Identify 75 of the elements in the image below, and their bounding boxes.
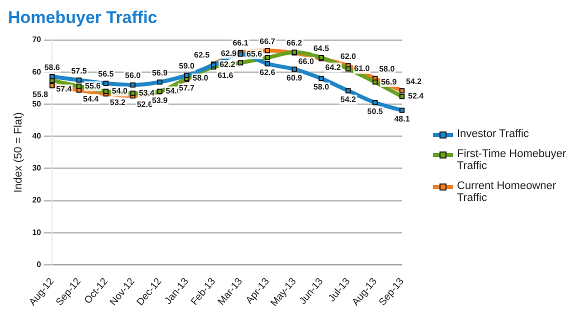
data-label: 56.9 [152, 68, 168, 78]
data-label: 61.6 [218, 71, 234, 80]
y-tick-label: 70 [32, 35, 42, 44]
data-label: 55.6 [85, 81, 102, 90]
legend-label: Current Homeowner Traffic [457, 180, 558, 204]
point [399, 88, 405, 94]
data-label: 58.0 [313, 82, 330, 92]
data-label: 53.2 [110, 98, 126, 108]
data-label: 62.0 [340, 52, 357, 61]
y-tick-label: 0 [36, 260, 42, 269]
data-label: 48.1 [394, 114, 410, 124]
data-label: 58.0 [192, 74, 209, 83]
data-label: 66.2 [286, 38, 303, 48]
data-label: 64.2 [325, 62, 342, 72]
data-label: 62.2 [220, 60, 236, 70]
chart-title: Homebuyer Traffic [8, 8, 158, 29]
point [103, 80, 109, 86]
point [130, 90, 136, 96]
data-label: 56.5 [98, 70, 114, 79]
y-tick-label: 40 [32, 132, 42, 141]
data-label: 54.4 [83, 94, 100, 104]
data-label: 56.0 [125, 71, 142, 80]
data-label: 58.6 [44, 62, 60, 72]
data-label: 66.0 [298, 57, 314, 66]
data-label: 65.6 [246, 49, 263, 58]
data-label: 57.5 [71, 66, 88, 76]
legend-label: Investor Traffic [457, 128, 530, 140]
y-tick-label: 20 [32, 196, 42, 205]
data-label: 57.4 [56, 84, 72, 94]
data-label: 58.0 [379, 64, 396, 74]
point [238, 60, 244, 66]
data-label: 52.4 [408, 92, 424, 101]
point [184, 72, 190, 78]
point [372, 79, 378, 85]
data-label: 66.7 [260, 36, 276, 46]
data-label: 62.9 [220, 49, 238, 58]
point [292, 66, 297, 72]
point [346, 66, 351, 72]
data-label: 62.6 [260, 68, 276, 77]
y-tick-label: 10 [32, 228, 42, 237]
legend-label: First-Time Homebuyer Traffic [457, 148, 567, 172]
data-label: 52.6 [136, 100, 153, 110]
data-label: 54.2 [340, 94, 357, 104]
point [399, 108, 405, 113]
point [399, 94, 405, 100]
point [346, 88, 351, 94]
data-label: 64.5 [313, 44, 330, 53]
point [157, 79, 162, 85]
point [318, 76, 324, 82]
point [264, 48, 270, 54]
data-label: 50.5 [367, 106, 384, 116]
point [372, 100, 378, 106]
data-label: 56.9 [381, 77, 398, 86]
point [130, 82, 136, 88]
data-label: 53.9 [152, 96, 168, 105]
y-axis-title: Index (50 = Flat) [12, 112, 25, 193]
data-label: 53.4 [138, 88, 155, 98]
data-label: 60.9 [286, 73, 303, 82]
data-label: 55.8 [32, 90, 49, 99]
data-label: 61.0 [354, 64, 370, 74]
data-label: 54.2 [406, 76, 422, 86]
point [49, 74, 55, 80]
point [103, 88, 109, 94]
point [264, 55, 270, 60]
data-label: 54.0 [112, 86, 128, 96]
point [76, 84, 82, 89]
data-label: 66.1 [232, 38, 249, 48]
data-label: 59.0 [178, 62, 196, 71]
y-tick-label: 50 [32, 99, 42, 108]
point [264, 61, 270, 66]
y-tick-label: 60 [32, 67, 42, 76]
y-tick-label: 30 [32, 164, 42, 173]
point [76, 78, 82, 83]
point [49, 82, 55, 88]
data-label: 62.5 [194, 50, 210, 60]
